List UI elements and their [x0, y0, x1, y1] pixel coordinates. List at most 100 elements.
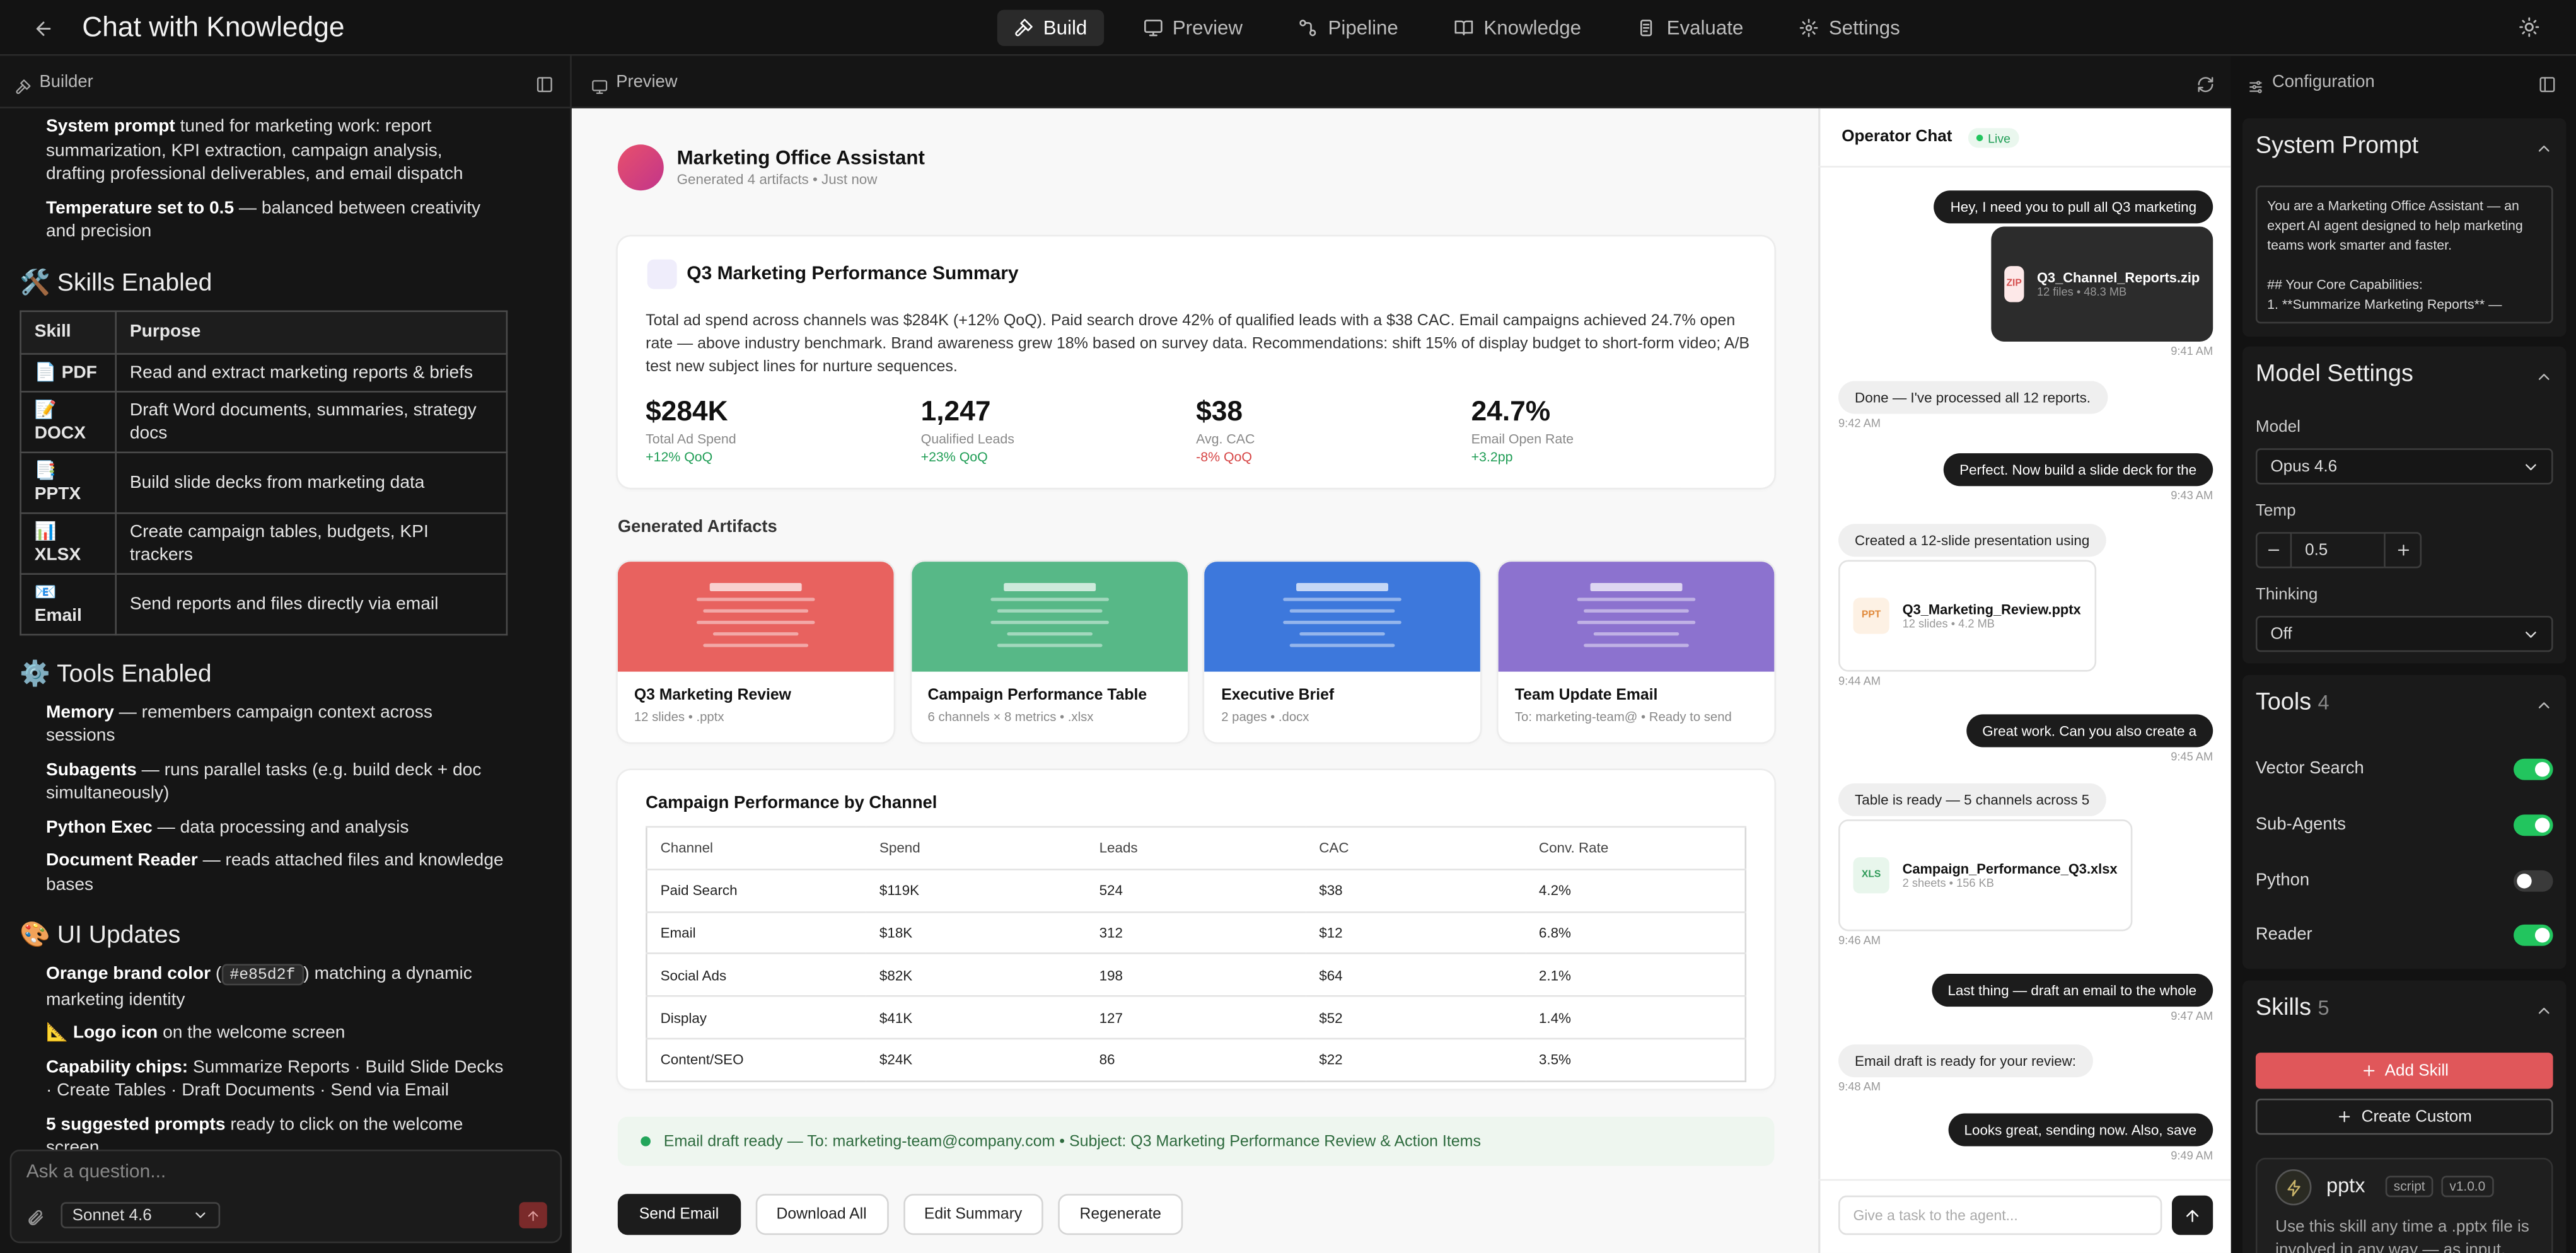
- thumb-line: [1006, 632, 1093, 636]
- item-text: — runs parallel tasks (e.g. build deck +…: [45, 759, 482, 804]
- artifact-card[interactable]: Team Update Email To: marketing-team@ • R…: [1498, 562, 1775, 742]
- collapse-button[interactable]: [536, 72, 554, 102]
- plus-icon: [2337, 1109, 2353, 1125]
- system-prompt-text: You are a Marketing Office Assistant — a…: [2255, 185, 2553, 324]
- live-text: Live: [1988, 130, 2011, 146]
- file-badge: ZIP: [2004, 266, 2024, 303]
- table-cell: 📧 Email: [20, 572, 117, 635]
- thumb-line: [1290, 609, 1396, 613]
- add-skill-button[interactable]: Add Skill: [2255, 1053, 2553, 1089]
- tool-toggle[interactable]: [2514, 758, 2553, 780]
- config-section: Model Settings Model Opus 4.6 Temp 0.5 Thinki…: [2242, 346, 2567, 664]
- column-header: Purpose: [115, 309, 508, 354]
- section-name: System Prompt: [2255, 133, 2419, 159]
- tab[interactable]: Preview: [1127, 10, 1259, 46]
- artifact-meta: 2 pages • .docx: [1221, 709, 1309, 725]
- kpi-label: Qualified Leads: [920, 432, 1014, 447]
- tab[interactable]: Evaluate: [1621, 10, 1760, 46]
- model-select[interactable]: Sonnet 4.6: [61, 1202, 221, 1228]
- create-custom-button[interactable]: Create Custom: [2255, 1099, 2553, 1135]
- table-row: Paid Search $119K 524 $38 4.2%: [646, 868, 1746, 912]
- user-bubble: Hey, I need you to pull all Q3 marketing: [1934, 190, 2213, 224]
- artifact-card[interactable]: Executive Brief 2 pages • .docx: [1205, 562, 1481, 742]
- artifact-card[interactable]: Campaign Performance Table 6 channels × 8…: [911, 562, 1188, 742]
- thumb-line: [1284, 598, 1402, 601]
- table-cell: $38: [1306, 868, 1526, 912]
- temp-minus[interactable]: [2255, 532, 2292, 569]
- item-strong: System prompt: [45, 116, 175, 137]
- artifact-title: Executive Brief: [1221, 686, 1335, 705]
- kpi-label: Avg. CAC: [1196, 432, 1255, 447]
- table-cell: 📊 XLSX: [20, 511, 117, 574]
- artifact-meta: 12 slides • .pptx: [634, 709, 724, 725]
- chevron: [192, 1207, 209, 1223]
- tool-item: Subagents — runs parallel tasks (e.g. bu…: [20, 758, 506, 806]
- tab[interactable]: Settings: [1783, 10, 1917, 46]
- temp-plus[interactable]: [2384, 532, 2422, 569]
- section-toggle[interactable]: [2535, 693, 2553, 723]
- agent-bubble: Email draft is ready for your review:: [1838, 1044, 2093, 1078]
- select-value: Off: [2270, 625, 2292, 644]
- table-cell: Content/SEO: [646, 1037, 867, 1082]
- thumb-line: [1297, 582, 1390, 591]
- action-button[interactable]: Regenerate: [1058, 1194, 1183, 1235]
- user-bubble: Last thing — draft an email to the whole: [1931, 974, 2213, 1007]
- table-cell: 312: [1086, 911, 1306, 954]
- tab[interactable]: Pipeline: [1282, 10, 1415, 46]
- preview-icon: [591, 74, 608, 103]
- tool-item: Memory — remembers campaign context acro…: [20, 700, 506, 748]
- thinking-select[interactable]: Off: [2255, 616, 2553, 652]
- back-button[interactable]: [33, 18, 54, 48]
- tool-toggle[interactable]: [2514, 814, 2553, 836]
- message-time: 9:41 AM: [2171, 346, 2213, 358]
- tab-label: Build: [1043, 16, 1088, 40]
- action-button[interactable]: Edit Summary: [902, 1194, 1044, 1235]
- skill-card[interactable]: pptx script v1.0.0 Use this skill any time …: [2255, 1157, 2553, 1253]
- file-meta: 12 files • 48.3 MB: [2036, 287, 2127, 299]
- tool-toggle[interactable]: [2514, 869, 2553, 891]
- table-cell: $24K: [866, 1037, 1086, 1082]
- tab-label: Preview: [1172, 16, 1243, 40]
- send-button[interactable]: [519, 1202, 547, 1228]
- chat-divider: [1818, 166, 2231, 168]
- table-row: 📧 Email Send reports and files directly v…: [20, 572, 508, 635]
- attachment[interactable]: XLS Campaign_Performance_Q3.xlsx 2 sheets …: [1838, 819, 2132, 932]
- action-button[interactable]: Download All: [755, 1194, 888, 1235]
- action-button[interactable]: Send Email: [617, 1194, 741, 1235]
- section-toggle[interactable]: [2535, 364, 2553, 394]
- kpi-change: +23% QoQ: [920, 449, 988, 465]
- table-cell: 📑 PPTX: [20, 451, 117, 514]
- section-toggle[interactable]: [2535, 136, 2553, 166]
- theme-toggle[interactable]: [2519, 16, 2540, 46]
- artifact-thumb: [1498, 562, 1775, 672]
- model-select[interactable]: Opus 4.6: [2255, 448, 2553, 485]
- ui-item: Orange brand color (#e85d2f) matching a …: [20, 962, 506, 1012]
- attachment[interactable]: ZIP Q3_Channel_Reports.zip 12 files • 48.3…: [1991, 226, 2213, 342]
- agent-bubble: Done — I've processed all 12 reports.: [1838, 381, 2108, 414]
- live-badge: Live: [1968, 128, 2019, 148]
- tool-toggle[interactable]: [2514, 925, 2553, 947]
- section-toggle[interactable]: [2535, 998, 2553, 1028]
- artifact-card[interactable]: Q3 Marketing Review 12 slides • .pptx: [617, 562, 894, 742]
- kpi-value: $284K: [646, 395, 728, 427]
- message-time: 9:47 AM: [2171, 1011, 2213, 1024]
- temp-value: 0.5: [2292, 532, 2384, 569]
- artifact-thumb: [1205, 562, 1481, 672]
- chat-task-input: [1838, 1195, 2162, 1235]
- tab[interactable]: Build: [997, 9, 1104, 46]
- top-bar: [0, 0, 2576, 56]
- toggle-knob: [2534, 817, 2550, 833]
- attach-icon[interactable]: [26, 1205, 45, 1235]
- artifact-thumb: [617, 562, 894, 672]
- artifact-meta: 6 channels × 8 metrics • .xlsx: [927, 709, 1094, 725]
- skills-table: Skill Purpose 📄 PDF Read and extract market…: [20, 309, 508, 635]
- item-text: — balanced between creativity and precis…: [45, 197, 481, 242]
- button-label: Create Custom: [2361, 1107, 2472, 1126]
- refresh-button[interactable]: [2196, 72, 2215, 102]
- ui-item: Capability chips: Summarize Reports · Bu…: [20, 1055, 506, 1103]
- tab-label: Settings: [1828, 16, 1900, 40]
- attachment[interactable]: PPT Q3_Marketing_Review.pptx 12 slides • 4…: [1838, 560, 2096, 672]
- config-collapse[interactable]: [2538, 72, 2556, 102]
- chat-send-button[interactable]: [2171, 1195, 2213, 1235]
- tab[interactable]: Knowledge: [1437, 10, 1598, 46]
